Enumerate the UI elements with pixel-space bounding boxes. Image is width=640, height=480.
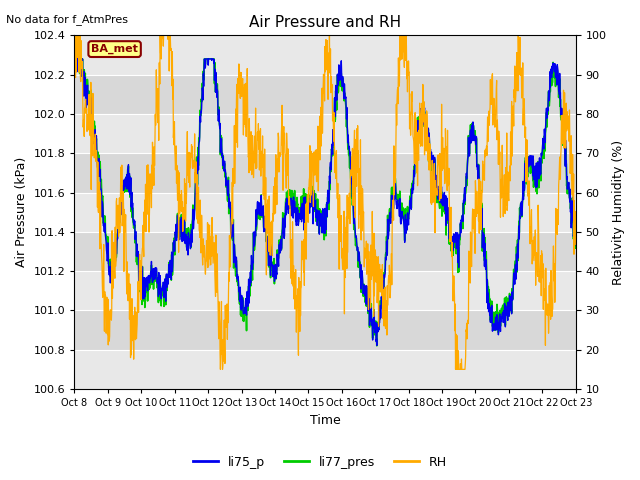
Bar [74,350,576,389]
RH [72,33,80,38]
Line: li75_p: li75_p [74,59,576,346]
li75_p [170,244,177,250]
li75_p [468,123,476,129]
Bar [74,192,576,232]
li75_p [403,224,411,229]
li77_pres [170,247,177,253]
RH [216,367,224,372]
li75_p [70,56,78,62]
RH [70,39,78,45]
RH [468,206,476,212]
li77_pres [182,226,190,232]
Bar [74,36,576,74]
li77_pres [403,222,411,228]
RH [170,142,178,148]
RH [403,68,411,73]
li75_p [238,295,246,301]
Line: li77_pres: li77_pres [74,59,576,346]
RH [572,241,580,247]
RH [513,50,521,56]
Bar [74,271,576,311]
li77_pres [70,56,78,62]
Title: Air Pressure and RH: Air Pressure and RH [249,15,401,30]
li77_pres [238,300,246,306]
li77_pres [572,241,580,247]
Bar [74,311,576,350]
li75_p [572,239,580,245]
Line: RH: RH [74,36,576,370]
Bar [74,114,576,153]
Legend: li75_p, li77_pres, RH: li75_p, li77_pres, RH [188,451,452,474]
li75_p [373,343,381,348]
Text: BA_met: BA_met [91,44,138,54]
Text: No data for f_AtmPres: No data for f_AtmPres [6,14,129,25]
Bar [74,232,576,271]
Bar [74,74,576,114]
li77_pres [468,120,476,126]
li75_p [513,251,520,257]
RH [182,201,190,206]
RH [239,76,246,82]
Y-axis label: Relativity Humidity (%): Relativity Humidity (%) [612,140,625,285]
li75_p [182,231,190,237]
li77_pres [373,343,381,348]
X-axis label: Time: Time [310,414,340,427]
li77_pres [513,244,520,250]
Bar [74,153,576,192]
Y-axis label: Air Pressure (kPa): Air Pressure (kPa) [15,157,28,267]
